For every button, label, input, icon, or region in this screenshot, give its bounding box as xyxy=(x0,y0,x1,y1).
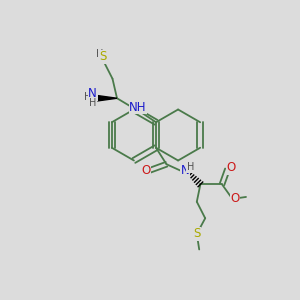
Text: O: O xyxy=(142,164,151,177)
Text: NH: NH xyxy=(129,101,147,114)
Text: H: H xyxy=(96,49,103,59)
Text: N: N xyxy=(181,164,190,177)
Text: S: S xyxy=(99,50,106,63)
Text: N: N xyxy=(88,87,97,100)
Polygon shape xyxy=(98,95,117,101)
Text: H: H xyxy=(84,92,92,102)
Text: S: S xyxy=(193,227,200,240)
Text: O: O xyxy=(226,161,236,174)
Text: O: O xyxy=(230,192,239,205)
Text: H: H xyxy=(187,162,194,172)
Text: H: H xyxy=(89,98,96,108)
